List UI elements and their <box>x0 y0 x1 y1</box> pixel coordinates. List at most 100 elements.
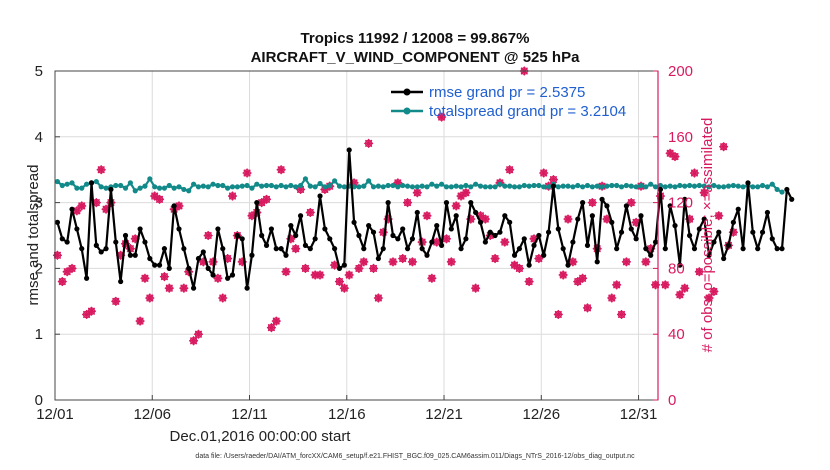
rmse-point <box>239 236 245 242</box>
rmse-point <box>190 285 197 291</box>
rmse-point <box>730 219 736 225</box>
totalspread-point <box>560 183 566 189</box>
obs-assimilated-point <box>364 138 374 148</box>
totalspread-point <box>332 178 338 184</box>
totalspread-point <box>239 183 245 189</box>
obs-assimilated-series <box>52 66 738 346</box>
totalspread-point <box>463 182 469 189</box>
y2-tick-label: 160 <box>668 129 693 146</box>
totalspread-point <box>750 184 756 190</box>
obs-assimilated-point <box>500 237 510 247</box>
obs-assimilated-point <box>383 214 393 224</box>
rmse-point <box>502 213 508 219</box>
y2-tick-label: 80 <box>668 260 685 277</box>
totalspread-point <box>725 183 732 189</box>
totalspread-point <box>584 182 591 189</box>
rmse-point <box>414 209 420 216</box>
rmse-point <box>113 239 119 245</box>
rmse-point <box>628 226 634 232</box>
totalspread-point <box>779 189 785 195</box>
totalspread-point <box>366 178 372 184</box>
totalspread-point <box>69 180 75 186</box>
obs-assimilated-point <box>266 323 276 333</box>
obs-assimilated-point <box>699 188 709 198</box>
totalspread-point <box>370 184 377 190</box>
obs-assimilated-point <box>621 257 631 267</box>
totalspread-point <box>327 182 333 189</box>
rmse-point <box>473 209 479 216</box>
totalspread-point <box>229 184 236 190</box>
obs-assimilated-point <box>96 165 106 175</box>
obs-assimilated-point <box>310 270 320 280</box>
rmse-point <box>390 232 396 239</box>
rmse-point <box>400 226 406 232</box>
footnote: data file: /Users/raeder/DAI/ATM_forcXX/… <box>195 453 635 460</box>
totalspread-point <box>614 182 620 189</box>
obs-assimilated-point <box>354 263 364 273</box>
legend-rmse-label: rmse grand pr = 2.5375 <box>429 84 585 101</box>
totalspread-point <box>414 184 420 190</box>
rmse-point <box>584 242 591 248</box>
obs-assimilated-point <box>631 217 641 227</box>
totalspread-point <box>682 183 688 189</box>
rmse-point <box>482 239 488 245</box>
obs-assimilated-point <box>670 151 680 162</box>
totalspread-point <box>79 185 85 191</box>
totalspread-point <box>268 182 274 189</box>
rmse-point <box>259 232 265 239</box>
obs-assimilated-point <box>529 234 539 244</box>
totalspread-point <box>190 181 197 187</box>
totalspread-point <box>395 184 401 190</box>
totalspread-point <box>580 184 586 190</box>
y-axis-label: rmse and totalspread <box>25 165 42 306</box>
rmse-point <box>755 246 761 252</box>
y2-tick-label: 120 <box>668 195 693 212</box>
obs-assimilated-point <box>368 263 379 273</box>
totalspread-series <box>54 176 785 195</box>
rmse-point <box>234 232 240 239</box>
totalspread-point <box>283 184 289 190</box>
obs-assimilated-point <box>461 188 471 198</box>
totalspread-point <box>215 182 221 189</box>
legend-spread-label: totalspread grand pr = 3.2104 <box>429 103 626 120</box>
rmse-point <box>623 203 629 209</box>
obs-assimilated-point <box>475 211 486 221</box>
totalspread-point <box>618 184 625 190</box>
obs-assimilated-point <box>704 293 714 303</box>
totalspread-point <box>54 178 61 185</box>
y2-tick-label: 40 <box>668 326 685 343</box>
rmse-point <box>711 239 717 245</box>
rmse-point <box>570 239 576 245</box>
obs-assimilated-point <box>665 148 675 158</box>
obs-assimilated-point <box>130 234 140 244</box>
obs-assimilated-point <box>641 257 651 267</box>
totalspread-point <box>434 183 440 189</box>
rmse-point <box>536 232 542 239</box>
rmse-point <box>54 219 61 225</box>
totalspread-point <box>677 182 683 189</box>
totalspread-point <box>234 184 240 190</box>
totalspread-point <box>735 183 741 189</box>
rmse-point <box>487 229 493 235</box>
obs-assimilated-point <box>388 257 398 267</box>
totalspread-point <box>482 184 488 190</box>
rmse-point <box>735 206 741 212</box>
obs-assimilated-point <box>398 253 408 264</box>
obs-assimilated-point <box>378 227 388 237</box>
totalspread-point <box>507 183 513 189</box>
totalspread-point <box>161 185 168 191</box>
rmse-point <box>497 229 503 235</box>
obs-assimilated-point <box>675 290 685 300</box>
rmse-point <box>336 265 343 271</box>
y2-tick-label: 0 <box>668 392 676 409</box>
rmse-series <box>54 147 795 291</box>
obs-assimilated-point <box>135 316 145 326</box>
rmse-point <box>156 262 163 268</box>
obs-assimilated-point <box>616 309 627 320</box>
totalspread-point <box>502 183 508 189</box>
totalspread-point <box>755 184 761 190</box>
totalspread-point <box>176 184 182 190</box>
rmse-point <box>302 242 309 248</box>
obs-assimilated-point <box>660 280 670 290</box>
obs-assimilated-point <box>558 270 568 280</box>
